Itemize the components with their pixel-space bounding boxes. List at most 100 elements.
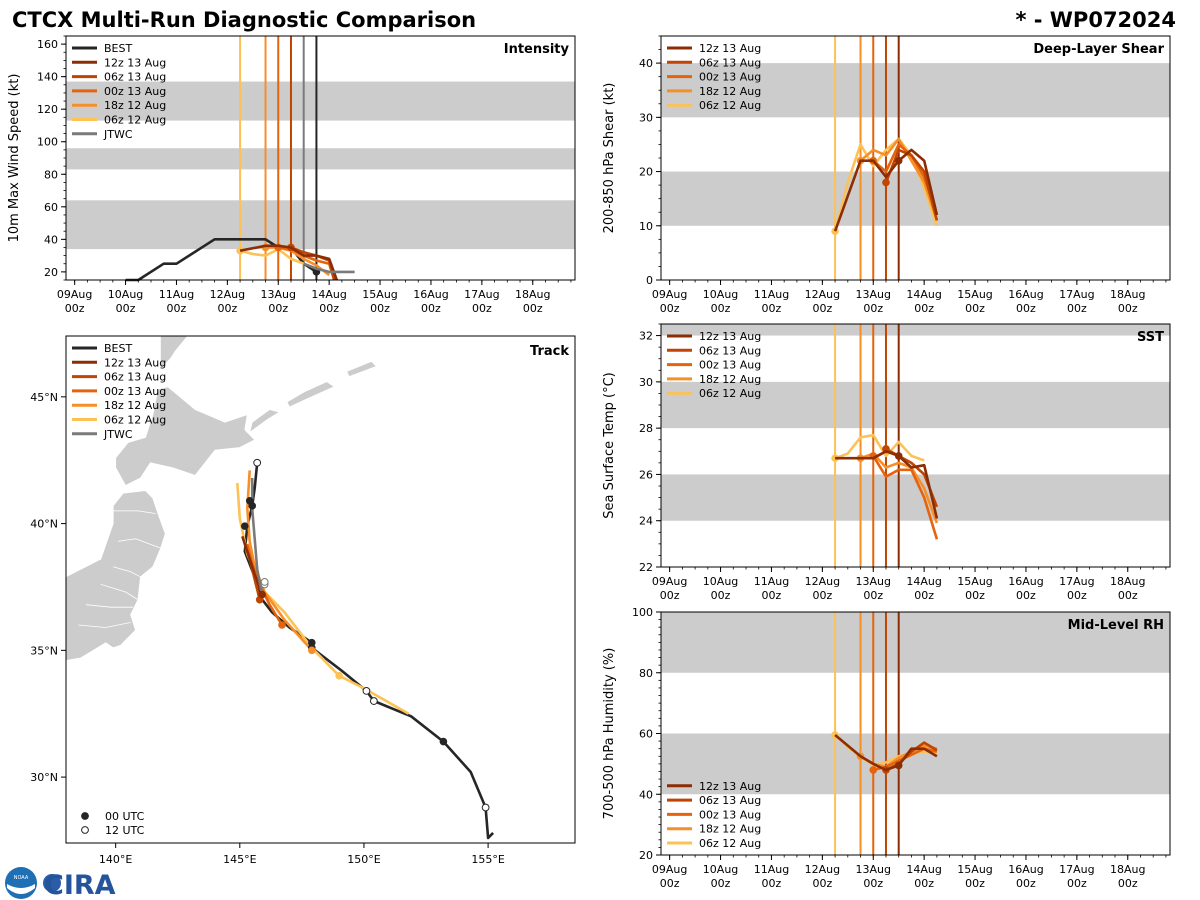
rh-xtick-label-11: 11Aug bbox=[754, 863, 789, 876]
intensity-ytick-label-80: 80 bbox=[44, 168, 58, 181]
sst-band-2 bbox=[661, 324, 1170, 336]
rh-xtick-label-15: 15Aug bbox=[957, 863, 992, 876]
track-series-12z-13-aug bbox=[241, 535, 264, 596]
rh-xtick-sublabel-9: 00z bbox=[660, 877, 680, 890]
shear-legend-label-00z-13-aug: 00z 13 Aug bbox=[699, 71, 761, 84]
track-point-best-0 bbox=[439, 737, 448, 746]
rh-panel: 2040608010009Aug00z10Aug00z11Aug00z12Aug… bbox=[602, 606, 1171, 890]
track-legend-label-18z-12-aug: 18z 12 Aug bbox=[104, 399, 166, 412]
intensity-ytick-label-40: 40 bbox=[44, 233, 58, 246]
intensity-band-2 bbox=[66, 81, 575, 121]
intensity-ytick-label-160: 160 bbox=[37, 38, 58, 51]
intensity-xtick-sublabel-10: 00z bbox=[116, 302, 136, 315]
shear-xtick-sublabel-10: 00z bbox=[711, 302, 731, 315]
intensity-legend-label-06z-12-aug: 06z 12 Aug bbox=[104, 114, 166, 127]
shear-xtick-sublabel-17: 00z bbox=[1067, 302, 1087, 315]
intensity-xtick-label-9: 09Aug bbox=[57, 288, 92, 301]
sst-xtick-sublabel-12: 00z bbox=[812, 589, 832, 602]
shear-series-18z-12-aug bbox=[859, 137, 939, 221]
track-series-best bbox=[243, 462, 495, 840]
sst-xtick-sublabel-11: 00z bbox=[762, 589, 782, 602]
shear-ytick-label-0: 0 bbox=[646, 274, 653, 287]
intensity-xtick-label-14: 14Aug bbox=[311, 288, 346, 301]
track-xtick-label-145: 145°E bbox=[223, 853, 256, 866]
panels-layer: 2040608010012014016009Aug00z10Aug00z11Au… bbox=[7, 35, 1171, 890]
rh-point-00z-13-aug-0 bbox=[869, 766, 878, 774]
intensity-xtick-label-12: 12Aug bbox=[210, 288, 245, 301]
cira-logo-text: CIRA bbox=[44, 870, 116, 900]
land-urup bbox=[346, 360, 378, 378]
cira-globe-icon bbox=[43, 874, 61, 892]
track-point-jtwc-1 bbox=[260, 577, 269, 586]
sst-series-12z-13-aug bbox=[835, 449, 939, 519]
track-series-18z-12-aug bbox=[246, 470, 313, 652]
sst-legend-label-12z-13-aug: 12z 13 Aug bbox=[699, 330, 761, 343]
sst-xtick-label-17: 17Aug bbox=[1059, 575, 1094, 588]
sst-xtick-sublabel-16: 00z bbox=[1016, 589, 1036, 602]
intensity-ylabel: 10m Max Wind Speed (kt) bbox=[7, 74, 22, 243]
rh-ylabel: 700-500 hPa Humidity (%) bbox=[602, 648, 617, 820]
shear-xtick-sublabel-16: 00z bbox=[1016, 302, 1036, 315]
land-iturup bbox=[286, 381, 336, 408]
land-border-5 bbox=[78, 622, 131, 628]
sst-xtick-label-14: 14Aug bbox=[906, 575, 941, 588]
shear-xtick-label-17: 17Aug bbox=[1059, 288, 1094, 301]
shear-point-12z-13-aug-0 bbox=[894, 156, 903, 165]
land-honshu bbox=[66, 490, 166, 661]
intensity-xtick-sublabel-9: 00z bbox=[65, 302, 85, 315]
track-series-06z-12-aug bbox=[236, 482, 410, 715]
shear-xtick-sublabel-14: 00z bbox=[914, 302, 934, 315]
track-ytick-label-45: 45°N bbox=[30, 391, 58, 404]
rh-point-12z-13-aug-0 bbox=[894, 761, 903, 770]
intensity-legend-label-00z-13-aug: 00z 13 Aug bbox=[104, 85, 166, 98]
sst-xtick-sublabel-9: 00z bbox=[660, 589, 680, 602]
rh-xtick-sublabel-10: 00z bbox=[711, 877, 731, 890]
track-point-best-6 bbox=[240, 522, 249, 530]
intensity-xtick-sublabel-11: 00z bbox=[167, 302, 187, 315]
shear-point-06z-13-aug-0 bbox=[882, 178, 890, 187]
intensity-xtick-label-10: 10Aug bbox=[108, 288, 143, 301]
sst-xtick-label-9: 09Aug bbox=[652, 575, 687, 588]
sst-ylabel: Sea Surface Temp (°C) bbox=[602, 372, 617, 519]
shear-xtick-label-18: 18Aug bbox=[1110, 288, 1145, 301]
shear-xtick-label-10: 10Aug bbox=[703, 288, 738, 301]
land-border-1 bbox=[118, 538, 163, 550]
track-point-00z-13-aug-0 bbox=[278, 621, 286, 629]
intensity-xtick-sublabel-13: 00z bbox=[268, 302, 288, 315]
sst-title: SST bbox=[1137, 330, 1164, 345]
shear-legend-label-06z-13-aug: 06z 13 Aug bbox=[699, 56, 761, 69]
rh-legend-label-06z-12-aug: 06z 12 Aug bbox=[699, 837, 761, 850]
track-legend-label-06z-12-aug: 06z 12 Aug bbox=[104, 414, 166, 427]
track-point-best-2 bbox=[369, 697, 378, 705]
noaa-logo-icon bbox=[5, 867, 37, 899]
shear-ytick-label-20: 20 bbox=[639, 166, 653, 179]
sst-xtick-sublabel-13: 00z bbox=[863, 589, 883, 602]
intensity-xtick-sublabel-17: 00z bbox=[472, 302, 492, 315]
rh-xtick-sublabel-13: 00z bbox=[863, 877, 883, 890]
rh-xtick-sublabel-12: 00z bbox=[812, 877, 832, 890]
sst-xtick-sublabel-14: 00z bbox=[914, 589, 934, 602]
land-sakhalin bbox=[159, 336, 189, 370]
track-ytick-label-40: 40°N bbox=[30, 518, 58, 531]
sst-xtick-sublabel-18: 00z bbox=[1118, 589, 1138, 602]
track-legend-label-12z-13-aug: 12z 13 Aug bbox=[104, 356, 166, 369]
sst-ytick-label-22: 22 bbox=[639, 561, 653, 574]
shear-xtick-label-15: 15Aug bbox=[957, 288, 992, 301]
sst-xtick-sublabel-15: 00z bbox=[965, 589, 985, 602]
intensity-ytick-label-140: 140 bbox=[37, 71, 58, 84]
intensity-xtick-sublabel-14: 00z bbox=[319, 302, 339, 315]
intensity-ytick-label-60: 60 bbox=[44, 201, 58, 214]
rh-xtick-label-14: 14Aug bbox=[906, 863, 941, 876]
rh-title: Mid-Level RH bbox=[1068, 618, 1164, 633]
sst-band-0 bbox=[661, 474, 1170, 521]
track-marker-legend-symbol-0 bbox=[81, 812, 89, 820]
intensity-ytick-label-120: 120 bbox=[37, 103, 58, 116]
intensity-series-06z-12-aug bbox=[239, 247, 305, 265]
shear-ytick-label-40: 40 bbox=[639, 57, 653, 70]
sst-band-1 bbox=[661, 381, 1170, 429]
rh-xtick-sublabel-11: 00z bbox=[762, 877, 782, 890]
track-xtick-label-150: 150°E bbox=[347, 853, 380, 866]
shear-xtick-label-14: 14Aug bbox=[906, 288, 941, 301]
shear-xtick-label-9: 09Aug bbox=[652, 288, 687, 301]
